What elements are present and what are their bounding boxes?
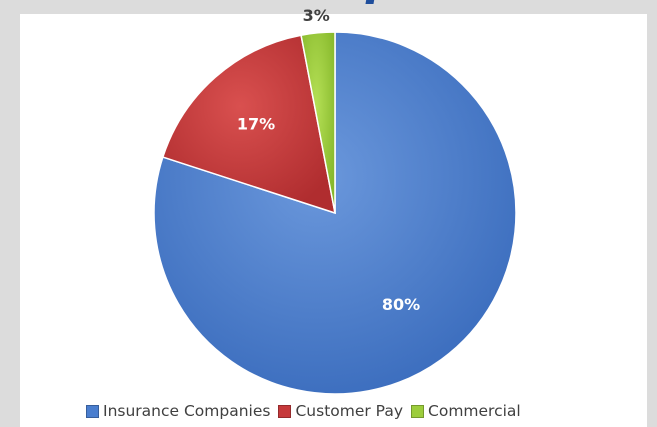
data-label-commercial: 3% xyxy=(303,6,330,25)
pie-slice-insurance-companies xyxy=(153,31,517,395)
legend-swatch-customer-pay xyxy=(278,404,292,418)
legend-item-customer-pay: Customer Pay xyxy=(278,402,403,420)
legend-label-insurance: Insurance Companies xyxy=(103,402,271,420)
legend-swatch-commercial xyxy=(411,404,425,418)
legend-label-customer-pay: Customer Pay xyxy=(295,402,404,420)
legend-item-commercial: Commercial xyxy=(411,402,521,420)
pie-slice-customer-pay xyxy=(161,34,336,215)
chart-legend: Insurance Companies Customer Pay Commerc… xyxy=(86,400,521,422)
pie-slice-commercial xyxy=(300,31,336,214)
data-label-insurance-companies: 80% xyxy=(382,295,420,314)
legend-label-commercial: Commercial xyxy=(428,402,521,420)
data-label-customer-pay: 17% xyxy=(237,114,275,133)
legend-item-insurance: Insurance Companies xyxy=(86,402,270,420)
legend-swatch-insurance xyxy=(86,404,99,418)
